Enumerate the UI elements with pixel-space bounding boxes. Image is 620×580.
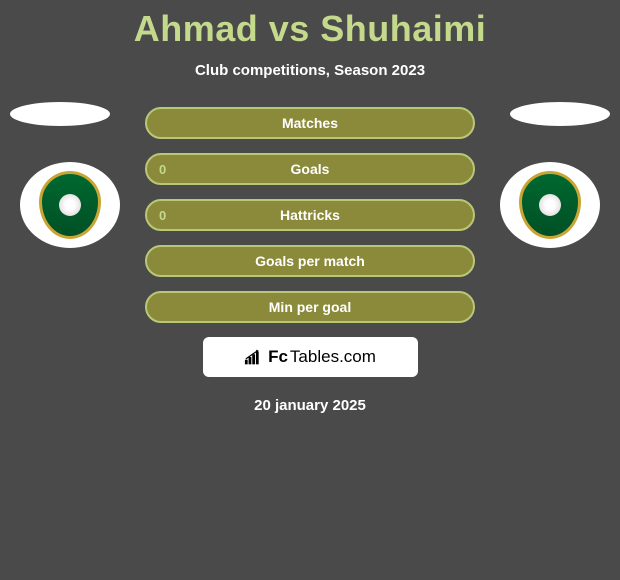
stat-row-min-per-goal: Min per goal — [145, 291, 475, 323]
brand-link[interactable]: FcTables.com — [203, 337, 418, 377]
stat-row-hattricks: 0 Hattricks — [145, 199, 475, 231]
header: Ahmad vs Shuhaimi Club competitions, Sea… — [0, 0, 620, 79]
comparison-area: Matches 0 Goals 0 Hattricks Goals per ma… — [0, 107, 620, 414]
stat-label: Hattricks — [280, 207, 340, 223]
stat-label: Goals — [291, 161, 330, 177]
page-title: Ahmad vs Shuhaimi — [0, 8, 620, 50]
stat-row-matches: Matches — [145, 107, 475, 139]
stat-label: Goals per match — [255, 253, 365, 269]
stat-value-left: 0 — [159, 162, 166, 177]
player-flag-right — [510, 102, 610, 126]
stat-row-goals: 0 Goals — [145, 153, 475, 185]
bars-icon — [244, 349, 266, 365]
player-flag-left — [10, 102, 110, 126]
stats-column: Matches 0 Goals 0 Hattricks Goals per ma… — [145, 107, 475, 323]
stat-value-left: 0 — [159, 208, 166, 223]
page-subtitle: Club competitions, Season 2023 — [0, 62, 620, 79]
brand-text-tables: Tables.com — [290, 347, 376, 367]
stat-label: Min per goal — [269, 299, 351, 315]
stat-row-goals-per-match: Goals per match — [145, 245, 475, 277]
date-text: 20 january 2025 — [0, 397, 620, 414]
club-badge-left — [20, 162, 120, 248]
club-badge-right — [500, 162, 600, 248]
brand-text-fc: Fc — [268, 347, 288, 367]
stat-label: Matches — [282, 115, 338, 131]
